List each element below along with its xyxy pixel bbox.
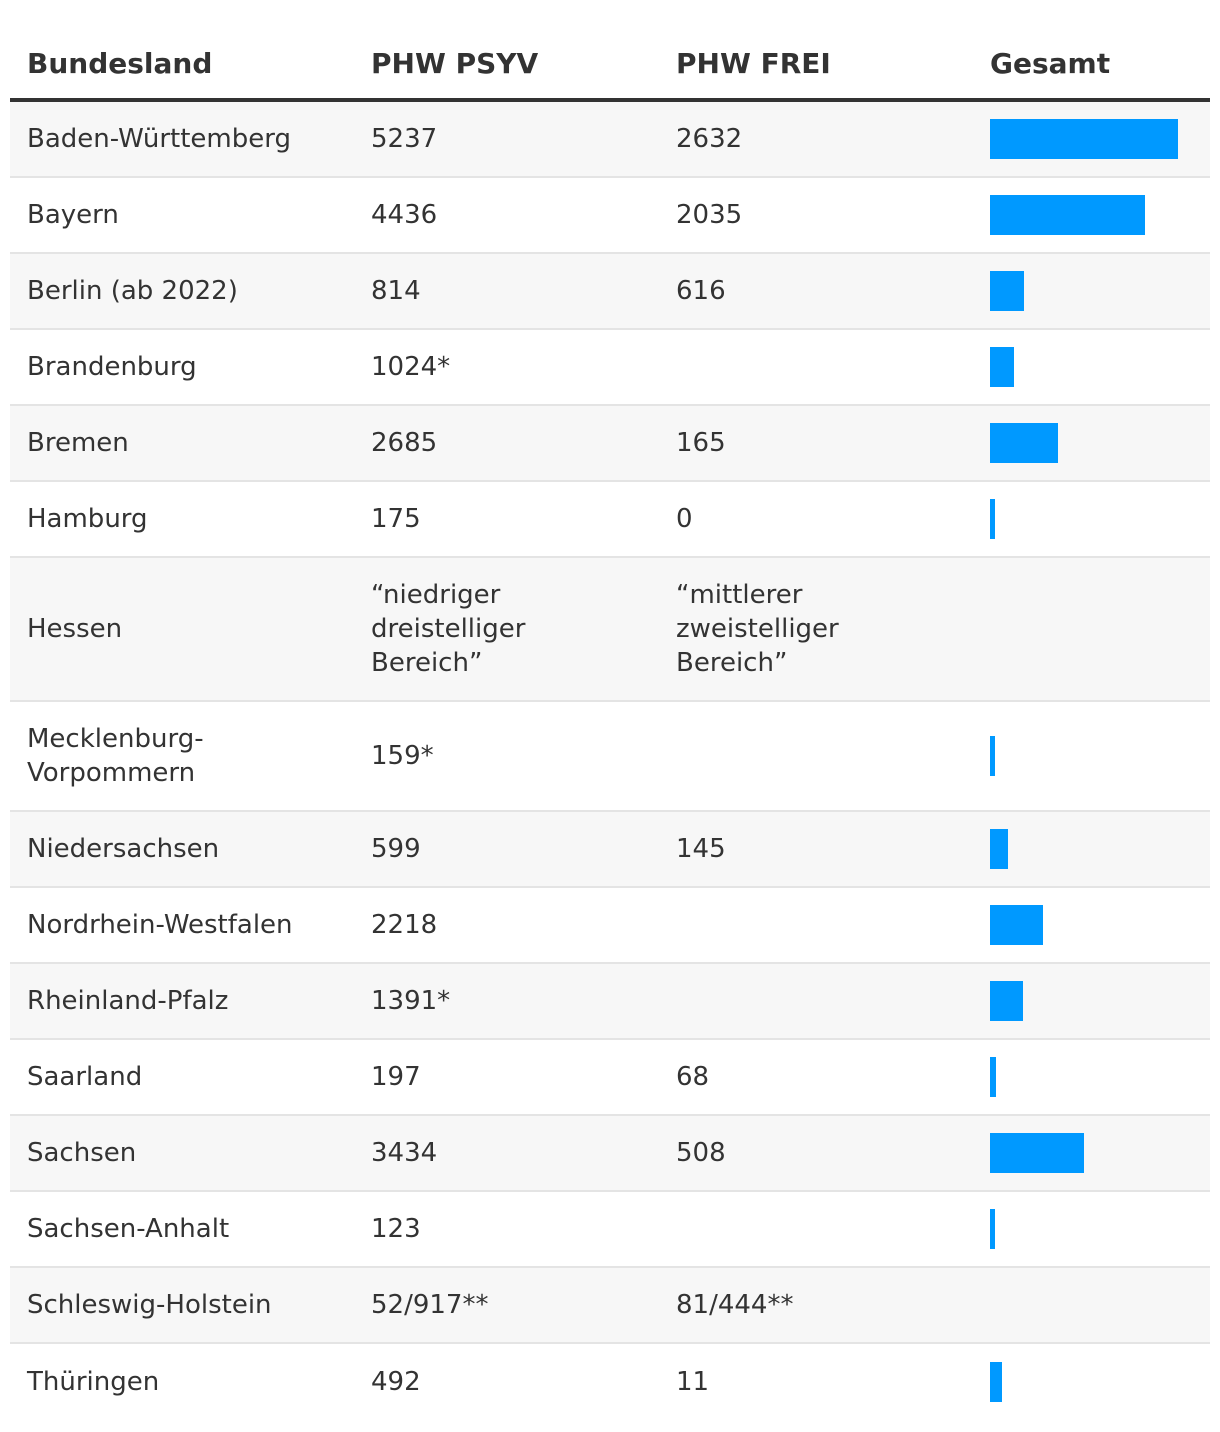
cell-phw-frei: 616 (676, 276, 726, 306)
cell-bundesland: Mecklenburg-Vorpommern (27, 724, 204, 788)
cell-phw-psyv: 175 (371, 504, 421, 534)
cell-phw-frei: 165 (676, 428, 726, 458)
cell-phw-psyv: 4436 (371, 200, 438, 230)
cell-phw-frei: 11 (676, 1367, 710, 1397)
gesamt-bar (990, 119, 1178, 159)
gesamt-bar (990, 499, 995, 539)
cell-bundesland: Hamburg (27, 504, 148, 534)
table-row: Sachsen-Anhalt 123 (10, 1192, 1210, 1268)
cell-gesamt (975, 102, 1210, 176)
cell-gesamt (975, 1344, 1210, 1420)
cell-bundesland: Sachsen (27, 1138, 137, 1168)
cell-bundesland: Berlin (ab 2022) (27, 276, 238, 306)
cell-phw-psyv: 1024* (371, 352, 451, 382)
cell-phw-psyv: 2685 (371, 428, 438, 458)
cell-gesamt (975, 964, 1210, 1038)
table-row: Hessen “niedriger dreistelliger Bereich” “… (10, 558, 1210, 702)
cell-phw-psyv: 814 (371, 276, 421, 306)
cell-gesamt (975, 1192, 1210, 1266)
cell-gesamt (975, 888, 1210, 962)
cell-bundesland: Bremen (27, 428, 129, 458)
gesamt-bar (990, 905, 1043, 945)
cell-bundesland: Saarland (27, 1062, 143, 1092)
cell-phw-psyv: 197 (371, 1062, 421, 1092)
cell-phw-frei: 0 (676, 504, 693, 534)
cell-bundesland: Niedersachsen (27, 834, 220, 864)
cell-bundesland: Baden-Württemberg (27, 124, 291, 154)
cell-bundesland: Bayern (27, 200, 119, 230)
table-row: Sachsen 3434 508 (10, 1116, 1210, 1192)
cell-gesamt (975, 482, 1210, 556)
gesamt-bar (990, 271, 1024, 311)
data-table: Bundesland PHW PSYV PHW FREI Gesamt Bade… (10, 30, 1210, 1420)
cell-bundesland: Sachsen-Anhalt (27, 1214, 230, 1244)
cell-phw-psyv: 123 (371, 1214, 421, 1244)
table-row: Thüringen 492 11 (10, 1344, 1210, 1420)
table-header: Bundesland PHW PSYV PHW FREI Gesamt (10, 30, 1210, 102)
header-phw-psyv: PHW PSYV (371, 47, 539, 80)
gesamt-bar (990, 1362, 1002, 1402)
cell-phw-psyv: 2218 (371, 910, 438, 940)
cell-phw-psyv: 492 (371, 1367, 421, 1397)
table-row: Brandenburg 1024* (10, 330, 1210, 406)
gesamt-bar (990, 1209, 995, 1249)
cell-phw-psyv: 5237 (371, 124, 438, 154)
table-row: Berlin (ab 2022) 814 616 (10, 254, 1210, 330)
gesamt-bar (990, 981, 1023, 1021)
cell-bundesland: Nordrhein-Westfalen (27, 910, 293, 940)
cell-phw-psyv: 52/917** (371, 1290, 489, 1320)
cell-gesamt (975, 406, 1210, 480)
cell-gesamt (975, 330, 1210, 404)
cell-gesamt (975, 558, 1210, 700)
cell-phw-frei: 2632 (676, 124, 743, 154)
table-row: Mecklenburg-Vorpommern 159* (10, 702, 1210, 812)
cell-phw-frei: “mittlerer zweistelliger Bereich” (676, 580, 839, 678)
cell-phw-psyv: 1391* (371, 986, 451, 1016)
cell-bundesland: Brandenburg (27, 352, 197, 382)
cell-phw-frei: 81/444** (676, 1290, 794, 1320)
gesamt-bar (990, 423, 1058, 463)
table-row: Baden-Württemberg 5237 2632 (10, 102, 1210, 178)
table-row: Saarland 197 68 (10, 1040, 1210, 1116)
cell-gesamt (975, 702, 1210, 810)
header-gesamt: Gesamt (990, 47, 1111, 80)
cell-phw-frei: 145 (676, 834, 726, 864)
gesamt-bar (990, 1057, 996, 1097)
cell-gesamt (975, 1268, 1210, 1342)
gesamt-bar (990, 829, 1008, 869)
table-row: Rheinland-Pfalz 1391* (10, 964, 1210, 1040)
gesamt-bar (990, 736, 995, 776)
gesamt-bar (990, 1133, 1084, 1173)
table-row: Bayern 4436 2035 (10, 178, 1210, 254)
cell-gesamt (975, 178, 1210, 252)
table-row: Schleswig-Holstein 52/917** 81/444** (10, 1268, 1210, 1344)
table-row: Nordrhein-Westfalen 2218 (10, 888, 1210, 964)
cell-gesamt (975, 1040, 1210, 1114)
cell-gesamt (975, 1116, 1210, 1190)
cell-phw-frei: 68 (676, 1062, 710, 1092)
cell-bundesland: Hessen (27, 614, 123, 644)
cell-bundesland: Schleswig-Holstein (27, 1290, 272, 1320)
cell-bundesland: Thüringen (27, 1367, 160, 1397)
gesamt-bar (990, 195, 1145, 235)
cell-phw-psyv: 3434 (371, 1138, 438, 1168)
cell-gesamt (975, 254, 1210, 328)
table-row: Niedersachsen 599 145 (10, 812, 1210, 888)
gesamt-bar (990, 347, 1014, 387)
cell-phw-psyv: 599 (371, 834, 421, 864)
cell-gesamt (975, 812, 1210, 886)
cell-phw-psyv: “niedriger dreistelliger Bereich” (371, 580, 526, 678)
header-bundesland: Bundesland (27, 47, 213, 80)
table-row: Bremen 2685 165 (10, 406, 1210, 482)
cell-phw-frei: 2035 (676, 200, 743, 230)
table-body: Baden-Württemberg 5237 2632 Bayern 4436 2035 B… (10, 102, 1210, 1420)
table-row: Hamburg 175 0 (10, 482, 1210, 558)
header-phw-frei: PHW FREI (676, 47, 831, 80)
cell-phw-psyv: 159* (371, 741, 434, 771)
cell-phw-frei: 508 (676, 1138, 726, 1168)
cell-bundesland: Rheinland-Pfalz (27, 986, 229, 1016)
